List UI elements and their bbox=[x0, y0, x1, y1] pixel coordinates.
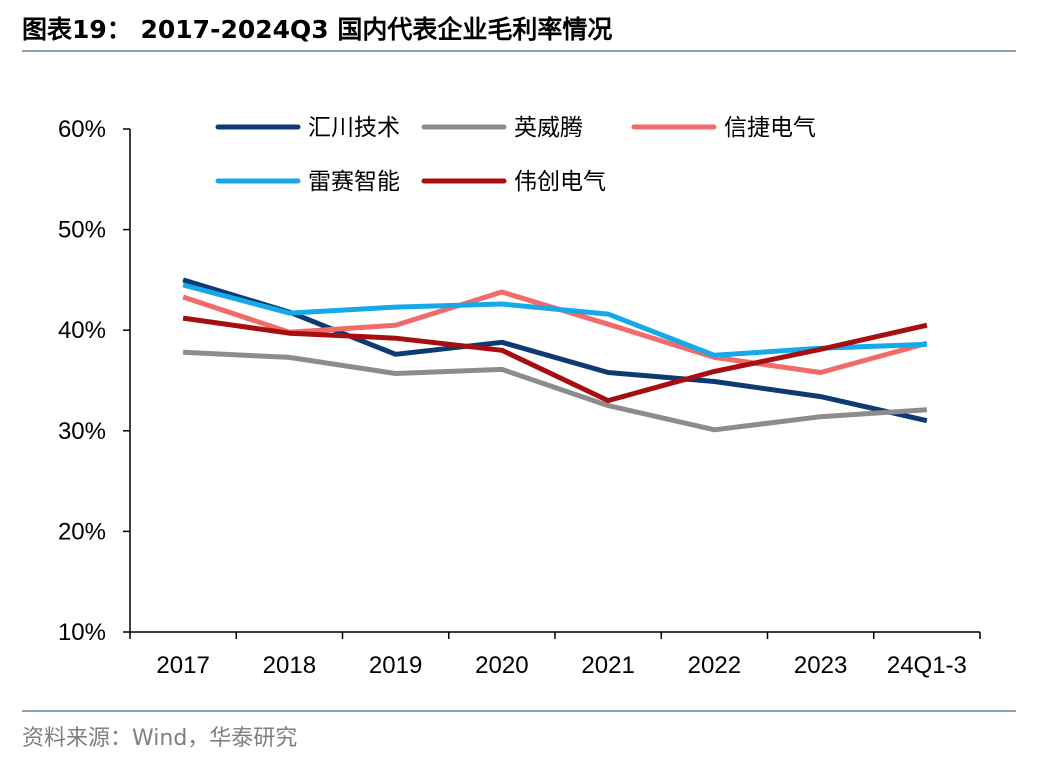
x-tick-label: 2018 bbox=[263, 652, 316, 679]
chart-series bbox=[182, 277, 928, 433]
x-tick-label: 2022 bbox=[688, 652, 741, 679]
x-tick-label: 2019 bbox=[369, 652, 422, 679]
y-tick-label: 40% bbox=[58, 317, 106, 344]
title-divider bbox=[22, 50, 1016, 52]
legend-label: 汇川技术 bbox=[308, 115, 400, 141]
y-tick-label: 50% bbox=[58, 217, 106, 244]
y-tick-label: 20% bbox=[58, 518, 106, 545]
x-tick-label: 2020 bbox=[475, 652, 528, 679]
source-note: 资料来源：Wind，华泰研究 bbox=[22, 726, 298, 751]
x-tick-label: 24Q1-3 bbox=[887, 652, 967, 679]
x-tick-label: 2023 bbox=[794, 652, 847, 679]
y-tick-label: 60% bbox=[58, 116, 106, 143]
footer-divider bbox=[22, 710, 1016, 712]
series-line bbox=[182, 315, 928, 404]
chart-axes: 10% 20% 30% 40% 50% 60% 2017 2018 2019 2020 2021 20… bbox=[58, 116, 981, 679]
series-line bbox=[182, 349, 928, 433]
legend-label: 雷赛智能 bbox=[308, 169, 400, 195]
series-line bbox=[182, 277, 928, 424]
legend-label: 信捷电气 bbox=[724, 115, 816, 141]
y-tick-label: 10% bbox=[58, 619, 106, 646]
series-line bbox=[182, 282, 927, 358]
y-tick-label: 30% bbox=[58, 418, 106, 445]
line-chart: 10% 20% 30% 40% 50% 60% 2017 2018 2019 2020 2021 20… bbox=[58, 115, 981, 679]
x-tick-label: 2021 bbox=[581, 652, 634, 679]
legend-label: 英威腾 bbox=[514, 115, 583, 141]
figure-title: 图表19： 2017-2024Q3 国内代表企业毛利率情况 bbox=[22, 15, 613, 44]
x-tick-label: 2017 bbox=[156, 652, 209, 679]
legend-label: 伟创电气 bbox=[514, 169, 606, 195]
